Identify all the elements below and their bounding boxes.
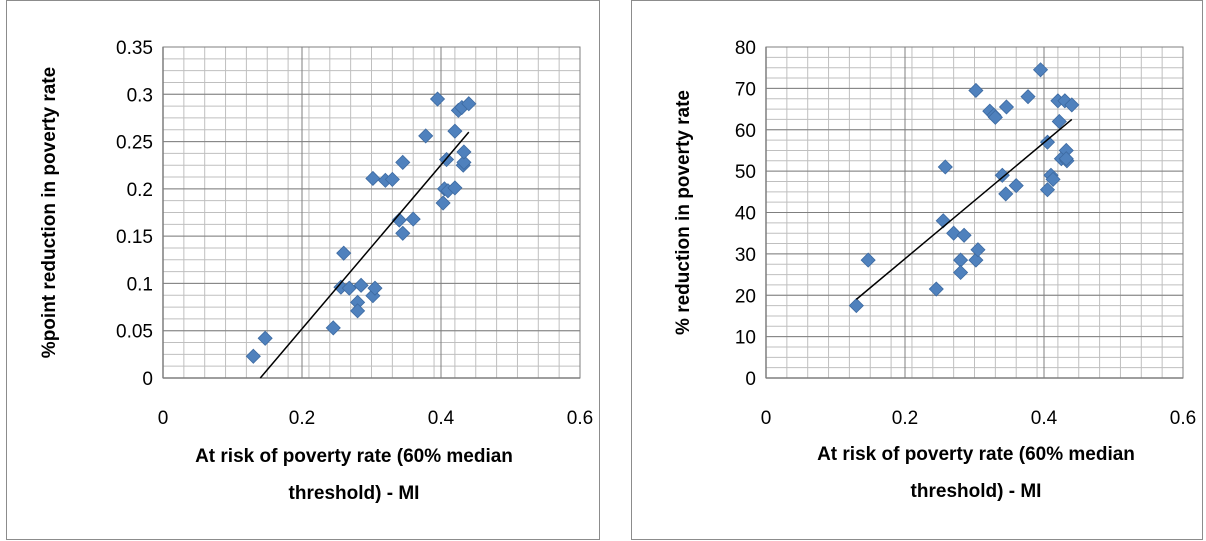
x-tick-label: 0.2: [892, 408, 918, 429]
data-point: [461, 96, 477, 112]
x-axis-title-line: At risk of poverty rate (60% median: [195, 446, 513, 467]
chart-panel-left: 0 0.05 0.1 0.15 0.2 0.25 0.3 0.35 0 0.2 0.4 0.6 %poi…: [6, 0, 600, 540]
y-tick-label: 80: [735, 38, 756, 59]
y-tick-label: 0.25: [116, 133, 153, 154]
data-point: [848, 298, 864, 314]
data-point: [937, 159, 953, 175]
data-point: [405, 211, 421, 227]
data-point: [447, 123, 463, 139]
y-tick-label: 0: [745, 369, 756, 390]
y-tick-label: 0: [142, 369, 153, 390]
data-point: [341, 280, 357, 296]
x-tick-label: 0.4: [428, 408, 455, 429]
y-axis-title: %point reduction in poverty rate: [39, 67, 60, 358]
scatter-chart-left: 0 0.05 0.1 0.15 0.2 0.25 0.3 0.35 0 0.2 0.4 0.6 %poi…: [39, 38, 593, 504]
x-tick-label: 0.6: [1170, 408, 1196, 429]
data-point: [994, 167, 1010, 183]
data-point: [953, 264, 969, 281]
data-point: [257, 330, 273, 346]
data-point: [928, 281, 944, 297]
data-point: [987, 109, 1003, 125]
scatter-chart-right: 0 10 20 30 40 50 60 70 80 0 0.2 0.4 0.6 % reduction i…: [673, 38, 1196, 502]
y-axis-title: % reduction in poverty rate: [673, 90, 694, 335]
data-point: [998, 186, 1014, 202]
data-point: [456, 154, 472, 170]
data-point: [336, 245, 352, 261]
data-point: [367, 280, 383, 296]
trendline: [855, 118, 1073, 300]
data-point: [325, 320, 341, 336]
data-point: [968, 82, 984, 99]
data-point: [353, 277, 369, 293]
data-point: [456, 144, 472, 160]
x-axis-title-line: threshold) - MI: [289, 483, 420, 504]
data-point: [970, 242, 986, 258]
data-point: [1058, 151, 1074, 167]
y-tick-label: 60: [735, 121, 756, 142]
x-tick-label: 0: [158, 408, 169, 429]
x-axis-title-line: At risk of poverty rate (60% median: [817, 444, 1135, 465]
x-tick-label: 0: [761, 408, 772, 429]
data-point: [1045, 171, 1061, 187]
data-point: [1051, 113, 1067, 130]
y-tick-label: 0.2: [127, 180, 153, 201]
data-point: [956, 227, 972, 243]
y-tick-label: 0.35: [116, 38, 153, 59]
x-tick-label: 0.4: [1031, 408, 1058, 429]
y-tick-label: 0.15: [116, 227, 153, 248]
y-tick-label: 20: [735, 286, 756, 307]
data-point: [1039, 134, 1056, 150]
y-tick-label: 70: [735, 79, 756, 100]
data-point: [1008, 178, 1024, 194]
data-point: [435, 195, 451, 211]
data-point: [418, 128, 434, 144]
data-point: [391, 212, 407, 228]
y-tick-label: 0.3: [127, 85, 153, 106]
y-tick-label: 50: [735, 162, 756, 183]
x-tick-label: 0.6: [567, 408, 593, 429]
y-tick-label: 40: [735, 204, 756, 225]
data-point: [395, 154, 411, 170]
data-point: [350, 303, 366, 319]
data-point: [395, 225, 411, 241]
x-tick-label: 0.2: [289, 408, 315, 429]
data-point: [860, 252, 876, 268]
data-point: [447, 180, 463, 196]
x-axis-title-line: threshold) - MI: [911, 481, 1042, 502]
y-tick-label: 0.1: [127, 274, 153, 295]
y-tick-label: 10: [735, 328, 756, 349]
data-point: [998, 99, 1015, 115]
y-tick-label: 30: [735, 245, 756, 266]
chart-panel-right: 0 10 20 30 40 50 60 70 80 0 0.2 0.4 0.6 % reduction i…: [631, 0, 1203, 540]
data-point: [1039, 182, 1056, 198]
data-point: [384, 171, 400, 187]
data-point: [946, 225, 962, 241]
trendline: [259, 131, 470, 379]
y-tick-label: 0.05: [116, 322, 153, 343]
data-point: [968, 252, 984, 268]
data-point: [1032, 62, 1049, 78]
data-point: [245, 348, 261, 364]
data-point: [429, 91, 446, 107]
data-point: [1064, 97, 1080, 113]
data-point: [365, 170, 381, 187]
data-point: [1020, 89, 1036, 105]
data-point: [935, 213, 951, 229]
